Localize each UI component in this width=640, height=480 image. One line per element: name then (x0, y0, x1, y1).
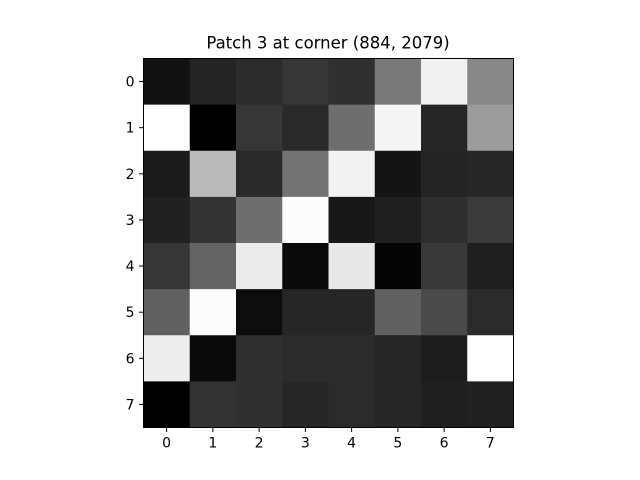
heatmap-cell-1-6 (421, 104, 468, 152)
y-tick-label-4: 4 (126, 259, 135, 275)
x-tick-label-1: 1 (208, 436, 217, 452)
heatmap-cell-3-1 (189, 196, 237, 244)
heatmap-cell-0-4 (328, 58, 376, 106)
heatmap-cell-3-4 (328, 196, 376, 244)
heatmap-cell-0-6 (421, 58, 468, 106)
heatmap-cell-1-1 (189, 104, 237, 152)
heatmap-cell-2-5 (374, 150, 422, 198)
heatmap-cell-0-7 (467, 58, 514, 106)
heatmap-cell-7-2 (236, 381, 283, 428)
heatmap-cell-1-0 (143, 104, 191, 152)
heatmap-cell-2-6 (421, 150, 468, 198)
chart-title: Patch 3 at corner (884, 2079) (206, 34, 449, 53)
heatmap-cell-7-6 (421, 381, 468, 428)
y-tick-label-3: 3 (126, 213, 135, 229)
heatmap-cell-6-4 (328, 335, 376, 382)
heatmap-cell-0-2 (236, 58, 283, 106)
heatmap-cell-0-1 (189, 58, 237, 106)
heatmap-cell-2-7 (467, 150, 514, 198)
heatmap-cell-3-2 (236, 196, 283, 244)
heatmap-cell-6-7 (467, 335, 514, 382)
y-tick-label-6: 6 (126, 351, 135, 367)
heatmap-cell-2-3 (282, 150, 329, 198)
x-tick-label-7: 7 (486, 436, 495, 452)
heatmap-cell-6-6 (421, 335, 468, 382)
heatmap-cell-6-1 (189, 335, 237, 382)
heatmap-cell-0-5 (374, 58, 422, 106)
axes-frame (143, 58, 514, 428)
heatmap-cell-1-2 (236, 104, 283, 152)
heatmap-cell-4-6 (421, 243, 468, 290)
heatmap-cell-2-1 (189, 150, 237, 198)
x-tick-label-6: 6 (440, 436, 449, 452)
y-tick-label-7: 7 (126, 397, 135, 413)
heatmap-cell-6-0 (143, 335, 191, 382)
heatmap-cell-0-3 (282, 58, 329, 106)
x-tick-label-3: 3 (301, 436, 310, 452)
x-tick-label-4: 4 (347, 436, 356, 452)
heatmap-cell-5-3 (282, 289, 329, 336)
heatmap-cell-5-6 (421, 289, 468, 336)
x-tick-label-5: 5 (393, 436, 402, 452)
heatmap-cell-7-7 (467, 381, 514, 428)
heatmap-cell-7-4 (328, 381, 376, 428)
heatmap-cell-7-0 (143, 381, 191, 428)
heatmap-cell-3-5 (374, 196, 422, 244)
heatmap-cell-6-2 (236, 335, 283, 382)
heatmap-cell-1-3 (282, 104, 329, 152)
y-axis: 0 1 2 3 4 5 6 7 (126, 75, 144, 413)
heatmap-cell-2-4 (328, 150, 376, 198)
heatmap-cell-5-0 (143, 289, 191, 336)
heatmap-cell-3-7 (467, 196, 514, 244)
heatmap-cell-5-7 (467, 289, 514, 336)
x-axis: 0 1 2 3 4 5 6 7 (162, 427, 495, 452)
heatmap-cell-4-4 (328, 243, 376, 290)
heatmap-cell-4-5 (374, 243, 422, 290)
heatmap-cell-2-0 (143, 150, 191, 198)
heatmap-cell-4-3 (282, 243, 329, 290)
y-tick-label-0: 0 (126, 75, 135, 91)
heatmap-cell-5-2 (236, 289, 283, 336)
heatmap-cell-1-4 (328, 104, 376, 152)
heatmap-cell-7-5 (374, 381, 422, 428)
heatmap-cell-0-0 (143, 58, 191, 106)
y-tick-label-5: 5 (126, 305, 135, 321)
heatmap-cell-3-3 (282, 196, 329, 244)
heatmap-cell-2-2 (236, 150, 283, 198)
x-tick-label-0: 0 (162, 436, 171, 452)
heatmap-cell-4-2 (236, 243, 283, 290)
y-tick-label-1: 1 (126, 121, 135, 137)
heatmap-cell-5-1 (189, 289, 237, 336)
heatmap-cell-4-7 (467, 243, 514, 290)
heatmap-cells (143, 58, 514, 428)
heatmap-cell-3-6 (421, 196, 468, 244)
heatmap-cell-1-7 (467, 104, 514, 152)
heatmap-cell-4-1 (189, 243, 237, 290)
y-tick-label-2: 2 (126, 167, 135, 183)
x-tick-label-2: 2 (255, 436, 264, 452)
heatmap-cell-1-5 (374, 104, 422, 152)
heatmap-cell-3-0 (143, 196, 191, 244)
heatmap-cell-5-5 (374, 289, 422, 336)
heatmap-cell-7-3 (282, 381, 329, 428)
heatmap-cell-7-1 (189, 381, 237, 428)
heatmap-cell-4-0 (143, 243, 191, 290)
heatmap-cell-5-4 (328, 289, 376, 336)
heatmap-cell-6-3 (282, 335, 329, 382)
heatmap-cell-6-5 (374, 335, 422, 382)
